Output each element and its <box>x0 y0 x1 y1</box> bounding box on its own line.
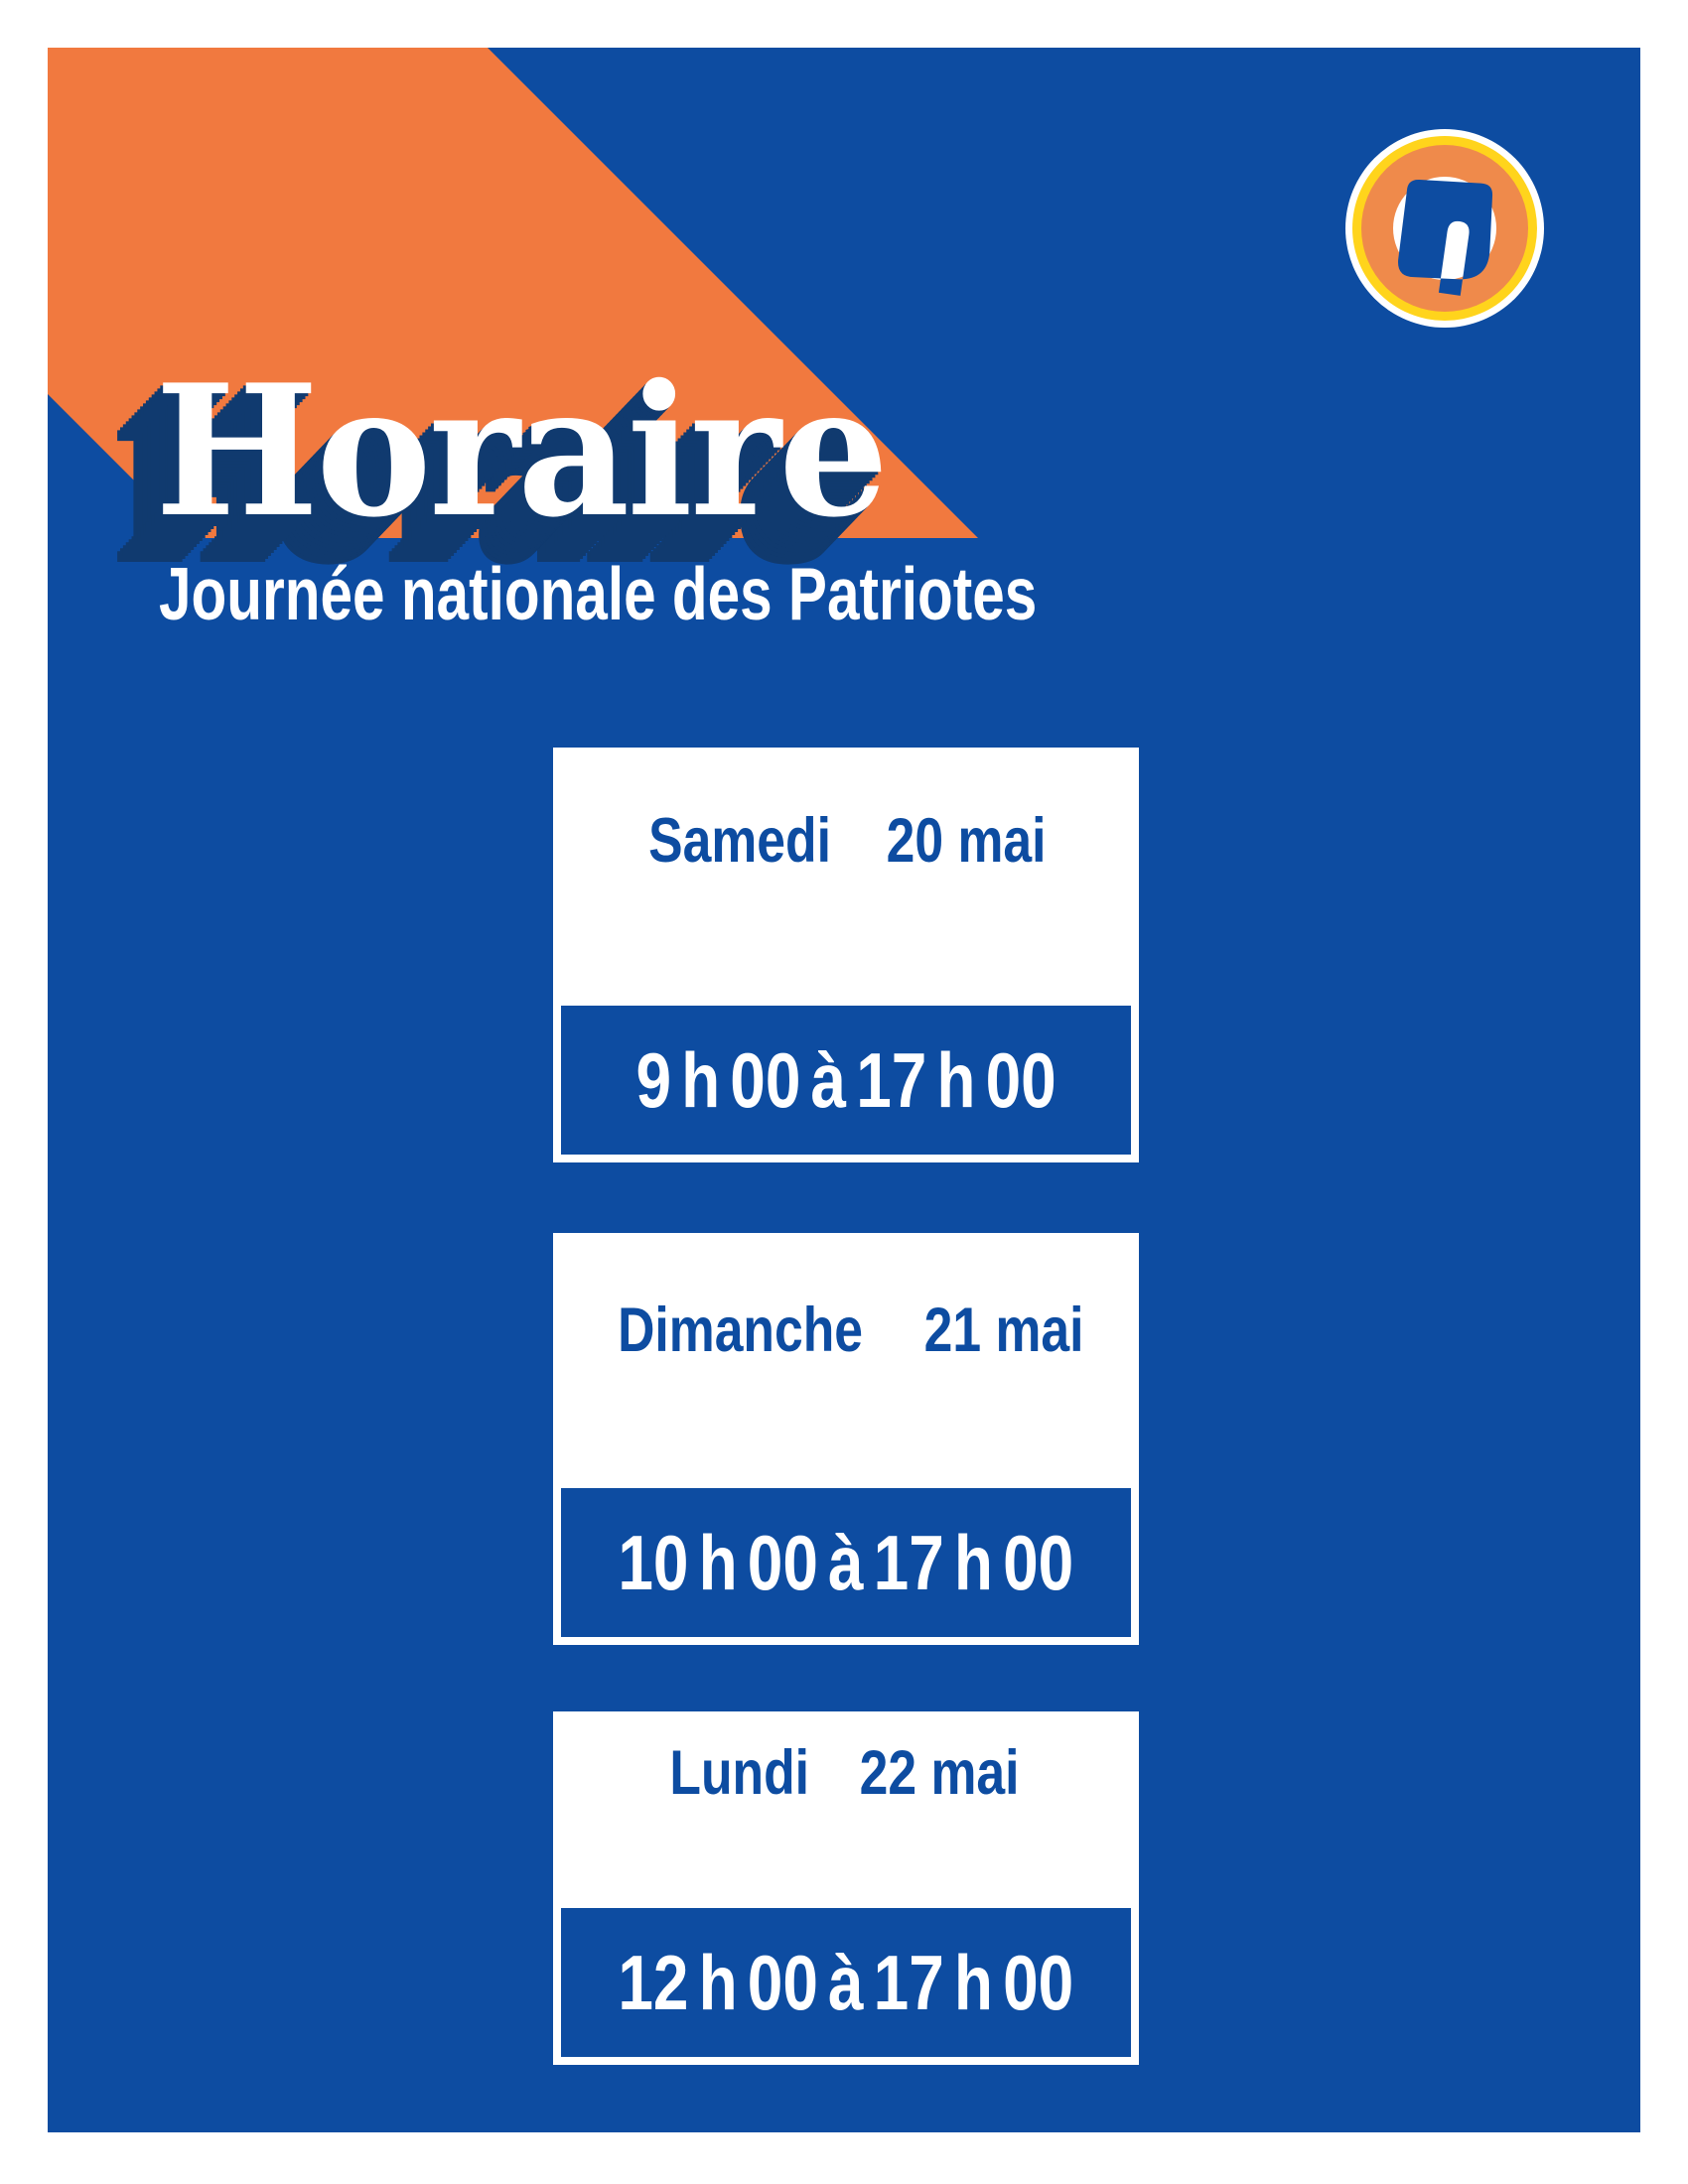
logo-u-letter <box>1398 179 1493 296</box>
card-day-date: Lundi 22 mai <box>553 1711 1139 1808</box>
card-hours: 12 h 00 à 17 h 00 <box>618 1938 1074 2026</box>
card-date: 21 mai <box>923 1296 1084 1365</box>
poster-background: Horaire Journée nationale des Patriotes … <box>48 48 1640 2132</box>
card-hours-bar: 10 h 00 à 17 h 00 <box>561 1488 1131 1637</box>
schedule-card-sunday: Dimanche 21 mai 10 h 00 à 17 h 00 <box>553 1233 1139 1645</box>
card-hours-bar: 9 h 00 à 17 h 00 <box>561 1006 1131 1155</box>
schedule-card-monday: Lundi 22 mai 12 h 00 à 17 h 00 <box>553 1711 1139 2065</box>
card-day-date: Dimanche 21 mai <box>553 1233 1139 1365</box>
card-hours-bar: 12 h 00 à 17 h 00 <box>561 1908 1131 2057</box>
card-day: Lundi <box>669 1738 810 1808</box>
page-subtitle: Journée nationale des Patriotes <box>159 552 1038 635</box>
page-title: Horaire <box>155 344 889 557</box>
uniprix-logo <box>1345 129 1544 328</box>
schedule-card-saturday: Samedi 20 mai 9 h 00 à 17 h 00 <box>553 748 1139 1162</box>
card-day: Samedi <box>648 806 832 876</box>
card-day-date: Samedi 20 mai <box>553 748 1139 876</box>
card-day: Dimanche <box>617 1296 863 1365</box>
card-hours: 9 h 00 à 17 h 00 <box>635 1035 1056 1124</box>
card-date: 22 mai <box>860 1738 1020 1808</box>
card-date: 20 mai <box>886 806 1047 876</box>
card-hours: 10 h 00 à 17 h 00 <box>618 1518 1074 1606</box>
